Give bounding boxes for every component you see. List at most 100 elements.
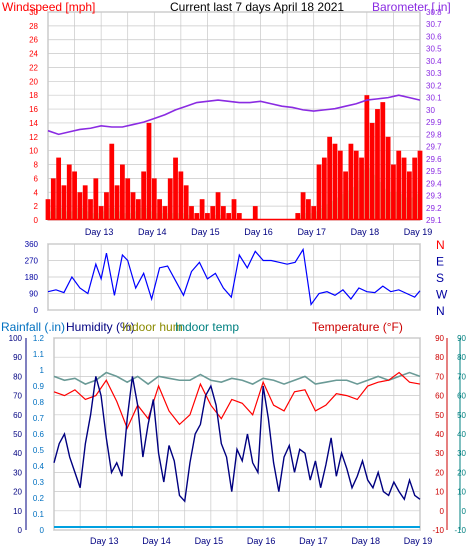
humidity-tick-label: 100: [9, 334, 23, 343]
wind-tick-label: 0: [34, 216, 39, 225]
rainfall-tick-label: 0.4: [33, 462, 45, 471]
humidity-tick-label: 40: [13, 449, 22, 458]
wind-tick-label: 16: [29, 105, 38, 114]
windspeed-bar: [77, 192, 83, 220]
wind-tick-label: 18: [29, 91, 38, 100]
wind-tick-label: 14: [29, 119, 38, 128]
compass-label: E: [436, 255, 444, 269]
humidity-tick-label: 10: [13, 507, 22, 516]
wind-tick-label: 8: [34, 161, 39, 170]
humidity-tick-label: 70: [13, 392, 22, 401]
windspeed-bar: [141, 171, 147, 220]
humidity-tick-label: 30: [13, 468, 22, 477]
grid-layer: [47, 11, 421, 531]
wind-gust-area: [48, 164, 420, 220]
windspeed-bar: [98, 206, 104, 220]
windspeed-bar: [93, 178, 99, 220]
windspeed-bar: [178, 171, 184, 220]
weather-x-tick-label: Day 16: [247, 536, 276, 546]
windspeed-bar: [199, 199, 205, 220]
windspeed-bar: [412, 157, 418, 220]
weather-x-tick-label: Day 13: [90, 536, 119, 546]
windspeed-bar: [391, 164, 396, 220]
windspeed-bar: [151, 178, 157, 220]
temperature-tick-label: 70: [435, 372, 444, 381]
windspeed-bar: [396, 150, 402, 220]
windspeed-bar: [104, 192, 109, 220]
windspeed-bar: [125, 178, 131, 220]
windspeed-bar: [401, 157, 407, 220]
windspeed-bar: [231, 199, 237, 220]
wind-tick-label: 30: [29, 8, 38, 17]
barometer-tick-label: 29.9: [426, 118, 442, 127]
barometer-tick-label: 30.2: [426, 81, 442, 90]
windspeed-bar: [337, 150, 343, 220]
barometer-tick-label: 29.7: [426, 143, 442, 152]
windspeed-bar: [236, 213, 242, 220]
wind-x-tick-label: Day 17: [297, 227, 326, 237]
rainfall-tick-label: 1.2: [33, 334, 45, 343]
barometer-tick-label: 30.3: [426, 69, 442, 78]
rainfall-tick-label: 0: [40, 526, 45, 535]
barometer-line: [47, 94, 421, 136]
indoor-temp-tick-label: 20: [457, 468, 466, 477]
wind-tick-label: 22: [29, 63, 38, 72]
windspeed-bar: [417, 150, 423, 220]
windspeed-bar: [332, 143, 338, 220]
rainfall-tick-label: 0.6: [33, 430, 45, 439]
windspeed-bar: [343, 171, 348, 220]
barometer-axis-label: Barometer [.in]: [372, 0, 451, 14]
temperature-line: [53, 371, 421, 430]
indoor-temp-tick-label: 90: [457, 334, 466, 343]
windspeed-bar: [114, 185, 120, 220]
wind-x-tick-label: Day 15: [191, 227, 220, 237]
direction-tick-label: 0: [34, 306, 39, 315]
indoor-hum-label: Indoor hum: [122, 320, 183, 334]
indoor-temp-tick-label: 70: [457, 372, 466, 381]
windspeed-bar: [82, 185, 88, 220]
wind-tick-label: 10: [29, 147, 38, 156]
humidity-tick-label: 90: [13, 353, 22, 362]
temperature-tick-label: 60: [435, 392, 444, 401]
windspeed-bar: [311, 206, 317, 220]
rainfall-tick-label: 1: [40, 366, 45, 375]
windspeed-bar: [300, 192, 306, 220]
rainfall-tick-label: 0.3: [33, 478, 45, 487]
windspeed-bar: [364, 95, 370, 220]
humidity-axis-label: Humidity (%): [66, 320, 135, 334]
windspeed-bar: [162, 206, 168, 220]
windspeed-bar: [56, 157, 62, 220]
windspeed-bar: [157, 199, 162, 220]
barometer-tick-label: 29.4: [426, 179, 442, 188]
temperature-tick-label: 80: [435, 353, 444, 362]
wind-tick-label: 4: [34, 188, 39, 197]
weather-x-tick-label: Day 17: [299, 536, 328, 546]
windspeed-bar: [194, 213, 200, 220]
temperature-tick-label: -10: [432, 526, 444, 535]
direction-tick-label: 90: [29, 290, 38, 299]
windspeed-bar: [385, 136, 391, 220]
windspeed-bar: [45, 199, 51, 220]
wind-x-tick-label: Day 13: [85, 227, 114, 237]
temperature-axis-label: Temperature (°F): [312, 320, 403, 334]
humidity-line: [53, 376, 421, 503]
barometer-tick-label: 30.6: [426, 32, 442, 41]
indoor-temp-label: Indoor temp: [175, 320, 240, 334]
temperature-tick-label: 50: [435, 411, 444, 420]
barometer-tick-label: 29.3: [426, 192, 442, 201]
wind-tick-label: 26: [29, 36, 38, 45]
direction-tick-label: 270: [25, 257, 39, 266]
temperature-tick-label: 0: [440, 507, 445, 516]
humidity-tick-label: 20: [13, 488, 22, 497]
windspeed-bar: [295, 213, 301, 220]
barometer-tick-label: 30: [426, 106, 435, 115]
axes-layer: 02468101214161820222426283029.129.229.32…: [9, 8, 466, 546]
windspeed-bar: [120, 164, 125, 220]
barometer-tick-label: 30.7: [426, 20, 442, 29]
barometer-tick-label: 30.5: [426, 45, 442, 54]
weather-x-tick-label: Day 18: [351, 536, 380, 546]
compass-label: N: [436, 238, 445, 252]
indoor-temp-tick-label: 10: [457, 488, 466, 497]
windspeed-bar: [321, 157, 327, 220]
